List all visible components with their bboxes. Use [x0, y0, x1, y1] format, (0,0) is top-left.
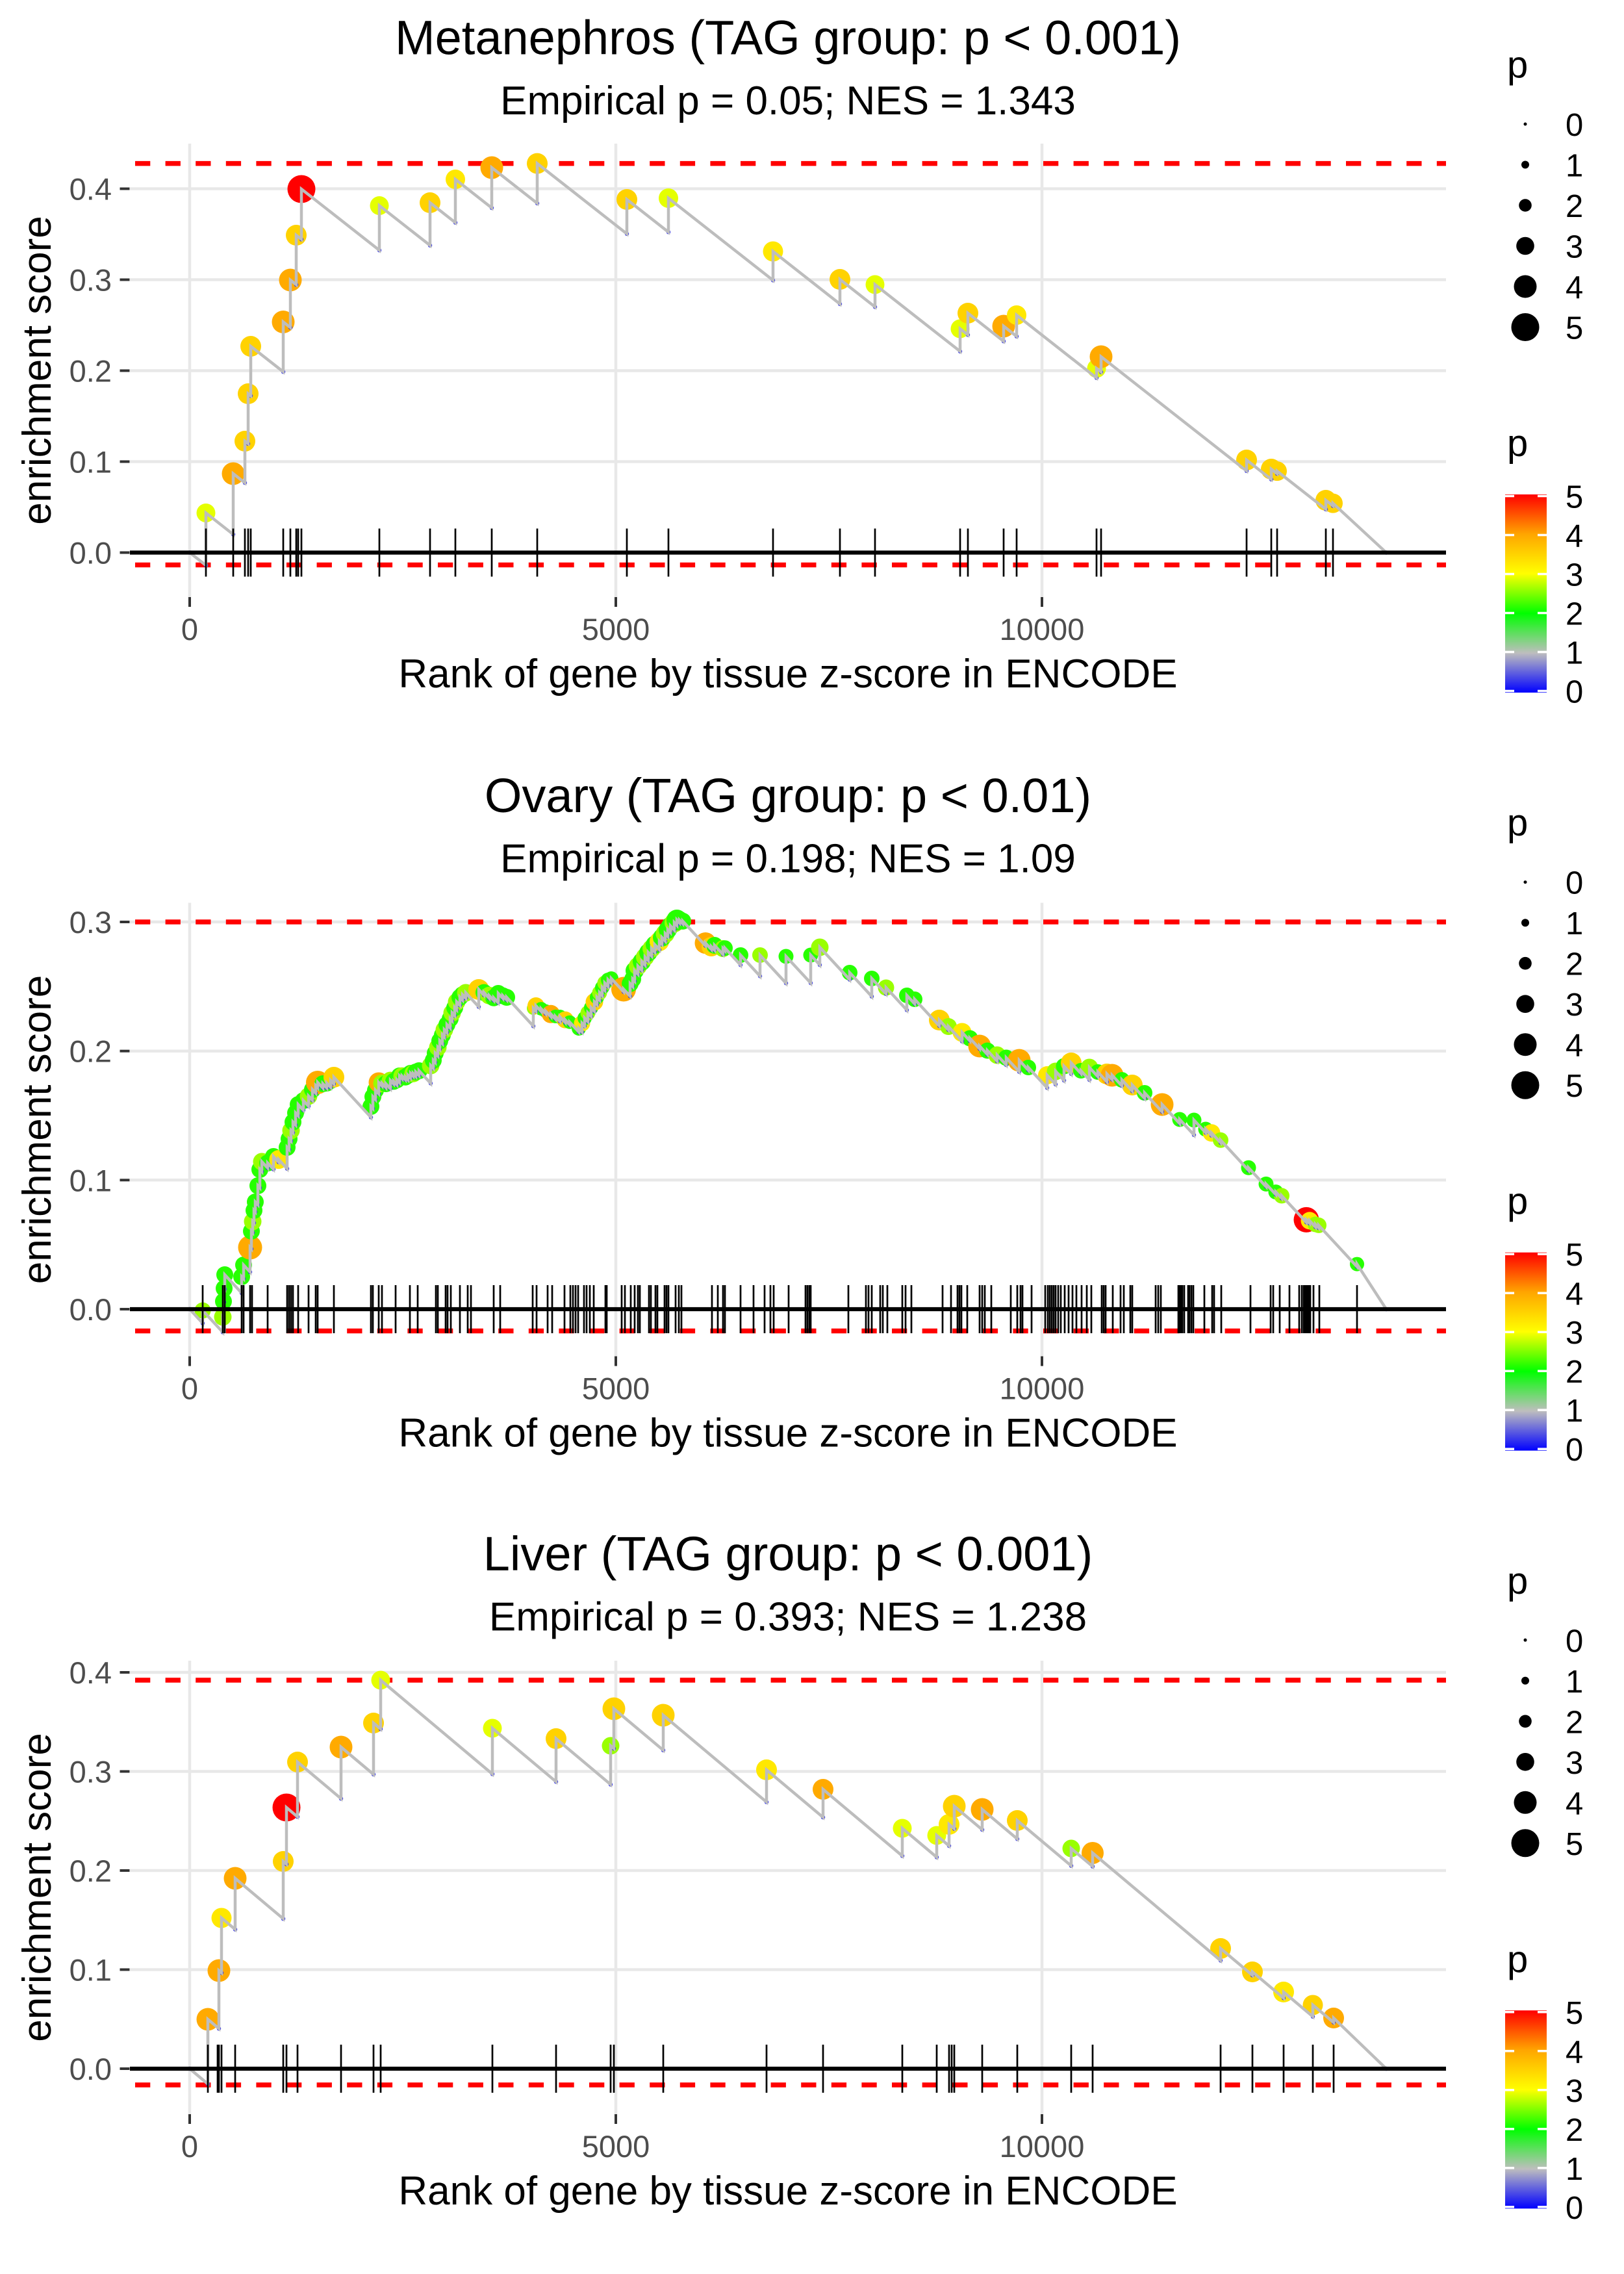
svg-text:p: p	[1507, 1560, 1528, 1602]
svg-text:0.3: 0.3	[70, 263, 112, 298]
svg-text:2: 2	[1566, 1705, 1583, 1740]
svg-text:0: 0	[1566, 108, 1583, 143]
svg-text:1: 1	[1566, 2152, 1583, 2187]
svg-text:10000: 10000	[1000, 612, 1085, 646]
svg-text:5000: 5000	[582, 612, 650, 646]
svg-text:p: p	[1507, 1181, 1528, 1223]
svg-text:1: 1	[1566, 1394, 1583, 1429]
svg-text:0: 0	[1566, 1624, 1583, 1659]
svg-text:p: p	[1507, 422, 1528, 465]
svg-text:2: 2	[1566, 2113, 1583, 2148]
svg-text:p: p	[1507, 802, 1528, 844]
svg-text:enrichment score: enrichment score	[15, 1733, 60, 2042]
svg-text:0.4: 0.4	[70, 1655, 112, 1690]
svg-text:5: 5	[1566, 1238, 1583, 1273]
svg-text:3: 3	[1566, 988, 1583, 1023]
svg-text:Empirical p = 0.393; NES = 1.2: Empirical p = 0.393; NES = 1.238	[489, 1594, 1087, 1639]
svg-text:Rank of gene by tissue z-score: Rank of gene by tissue z-score in ENCODE	[398, 2169, 1177, 2214]
svg-text:4: 4	[1566, 1786, 1583, 1821]
svg-text:3: 3	[1566, 2074, 1583, 2109]
svg-text:0.2: 0.2	[70, 1854, 112, 1888]
svg-text:4: 4	[1566, 519, 1583, 554]
svg-text:3: 3	[1566, 230, 1583, 265]
svg-text:Metanephros (TAG group: p < 0.: Metanephros (TAG group: p < 0.001)	[395, 11, 1181, 65]
svg-text:5: 5	[1566, 1069, 1583, 1104]
svg-text:1: 1	[1566, 636, 1583, 671]
svg-text:0.0: 0.0	[70, 536, 112, 570]
svg-text:5000: 5000	[582, 1372, 650, 1406]
svg-text:2: 2	[1566, 189, 1583, 224]
svg-text:4: 4	[1566, 270, 1583, 305]
svg-text:2: 2	[1566, 947, 1583, 982]
svg-text:0: 0	[1566, 866, 1583, 901]
svg-text:3: 3	[1566, 558, 1583, 593]
svg-text:Empirical p = 0.198; NES = 1.0: Empirical p = 0.198; NES = 1.09	[500, 837, 1076, 882]
svg-text:p: p	[1507, 44, 1528, 86]
svg-text:Ovary (TAG group: p < 0.01): Ovary (TAG group: p < 0.01)	[485, 769, 1091, 823]
svg-text:0.0: 0.0	[70, 2052, 112, 2086]
svg-text:10000: 10000	[1000, 1372, 1085, 1406]
svg-text:0.3: 0.3	[70, 905, 112, 939]
svg-text:0.1: 0.1	[70, 1163, 112, 1197]
svg-text:5: 5	[1566, 480, 1583, 515]
svg-text:0.0: 0.0	[70, 1292, 112, 1327]
svg-text:0: 0	[181, 2129, 198, 2164]
svg-text:0.4: 0.4	[70, 172, 112, 207]
svg-text:2: 2	[1566, 597, 1583, 632]
svg-text:enrichment score: enrichment score	[15, 216, 60, 525]
svg-text:0.3: 0.3	[70, 1755, 112, 1789]
svg-text:0.2: 0.2	[70, 354, 112, 389]
svg-text:Empirical p = 0.05; NES = 1.34: Empirical p = 0.05; NES = 1.343	[500, 79, 1076, 123]
svg-text:2: 2	[1566, 1355, 1583, 1390]
svg-text:0: 0	[181, 612, 198, 646]
svg-text:3: 3	[1566, 1316, 1583, 1351]
svg-text:0.1: 0.1	[70, 1953, 112, 1987]
svg-text:1: 1	[1566, 1665, 1583, 1700]
svg-text:0.2: 0.2	[70, 1034, 112, 1069]
svg-text:0: 0	[1566, 675, 1583, 710]
svg-text:0: 0	[1566, 2191, 1583, 2226]
svg-text:5: 5	[1566, 311, 1583, 346]
svg-text:Rank of gene by tissue z-score: Rank of gene by tissue z-score in ENCODE	[398, 652, 1177, 696]
svg-text:0.1: 0.1	[70, 445, 112, 479]
svg-text:4: 4	[1566, 2035, 1583, 2070]
svg-text:5: 5	[1566, 1827, 1583, 1862]
svg-text:p: p	[1507, 1938, 1528, 1980]
svg-text:5: 5	[1566, 1996, 1583, 2031]
svg-text:0: 0	[181, 1372, 198, 1406]
svg-text:0: 0	[1566, 1433, 1583, 1468]
svg-text:4: 4	[1566, 1028, 1583, 1064]
svg-text:Rank of gene by tissue z-score: Rank of gene by tissue z-score in ENCODE	[398, 1411, 1177, 1456]
svg-text:10000: 10000	[1000, 2129, 1085, 2164]
svg-text:5000: 5000	[582, 2129, 650, 2164]
svg-text:4: 4	[1566, 1277, 1583, 1312]
svg-text:enrichment score: enrichment score	[15, 975, 60, 1284]
svg-text:Liver (TAG group: p < 0.001): Liver (TAG group: p < 0.001)	[483, 1527, 1093, 1581]
svg-text:1: 1	[1566, 149, 1583, 184]
svg-text:1: 1	[1566, 906, 1583, 941]
svg-text:3: 3	[1566, 1746, 1583, 1781]
